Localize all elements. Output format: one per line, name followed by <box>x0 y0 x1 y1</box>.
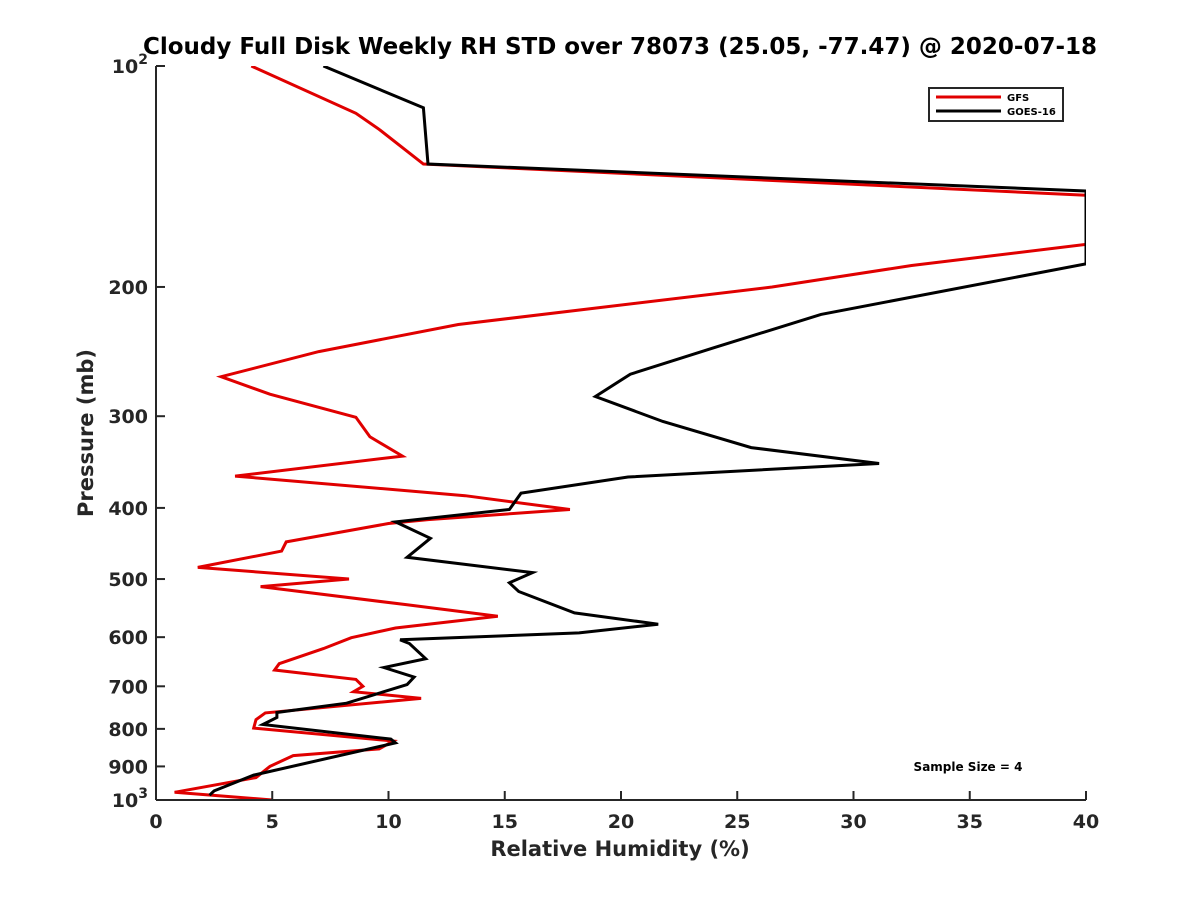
x-tick-label: 20 <box>608 811 634 833</box>
series-line-goes-16 <box>208 66 1086 797</box>
x-tick-label: 40 <box>1073 811 1099 833</box>
sample-size-annotation: Sample Size = 4 <box>914 760 1023 774</box>
y-tick-label: 102 <box>112 52 148 78</box>
y-tick-label: 300 <box>108 406 148 428</box>
y-tick-label: 900 <box>108 756 148 778</box>
x-tick-label: 10 <box>375 811 401 833</box>
series-line-gfs <box>174 66 1086 800</box>
y-tick-label: 800 <box>108 719 148 741</box>
x-axis-label: Relative Humidity (%) <box>490 837 749 861</box>
x-tick-label: 25 <box>724 811 750 833</box>
x-tick-label: 0 <box>149 811 162 833</box>
chart-title: Cloudy Full Disk Weekly RH STD over 7807… <box>143 34 1097 60</box>
y-tick-label: 400 <box>108 498 148 520</box>
x-tick-label: 5 <box>266 811 279 833</box>
y-tick-label: 103 <box>112 786 148 812</box>
legend-entry: GOES-16 <box>1007 107 1056 118</box>
legend: GFS GOES-16 <box>928 87 1064 122</box>
axes: 0 5 10 15 20 25 30 35 40 102 200 300 400 500 600 700 800… <box>108 52 1099 833</box>
y-tick-label: 200 <box>108 277 148 299</box>
x-tick-label: 30 <box>840 811 866 833</box>
x-tick-label: 15 <box>492 811 518 833</box>
y-axis-label: Pressure (mb) <box>74 349 98 517</box>
legend-box <box>928 87 1064 122</box>
y-tick-label: 600 <box>108 627 148 649</box>
x-tick-label: 35 <box>957 811 983 833</box>
y-tick-label: 700 <box>108 676 148 698</box>
series-layer <box>174 66 1086 800</box>
y-tick-label: 500 <box>108 569 148 591</box>
legend-entry: GFS <box>1007 93 1029 104</box>
